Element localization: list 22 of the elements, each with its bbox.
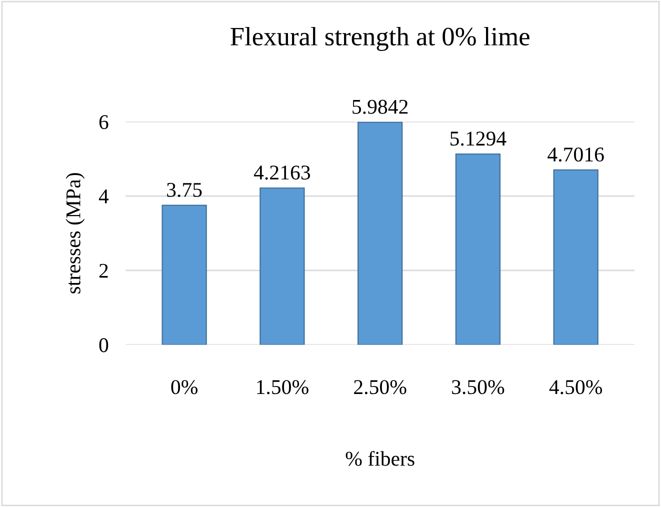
data-label: 4.7016 bbox=[548, 147, 604, 162]
data-label: 5.1294 bbox=[450, 132, 506, 146]
data-label: 5.9842 bbox=[352, 100, 408, 114]
y-tick-label: 6 bbox=[99, 115, 108, 130]
y-tick-label: 0 bbox=[99, 338, 108, 352]
bar bbox=[553, 169, 598, 345]
y-tick-label: 4 bbox=[98, 190, 109, 204]
x-tick-label: 3.50% bbox=[452, 380, 504, 394]
chart-title: Flexural strength at 0% lime bbox=[230, 26, 530, 51]
bar bbox=[455, 153, 501, 345]
x-axis-title: % fibers bbox=[346, 450, 414, 466]
x-tick-label: 0% bbox=[171, 380, 198, 394]
data-label: 3.75 bbox=[167, 182, 202, 198]
x-tick-label: 1.50% bbox=[257, 380, 308, 394]
y-tick-label: 2 bbox=[99, 264, 108, 278]
x-tick-label: 2.50% bbox=[354, 380, 406, 394]
data-label: 4.2163 bbox=[254, 166, 310, 180]
bar bbox=[260, 187, 305, 345]
y-axis-title: stresses (MPa) bbox=[66, 173, 85, 294]
bar bbox=[162, 204, 207, 345]
x-tick-label: 4.50% bbox=[549, 380, 602, 394]
bar bbox=[357, 122, 403, 345]
